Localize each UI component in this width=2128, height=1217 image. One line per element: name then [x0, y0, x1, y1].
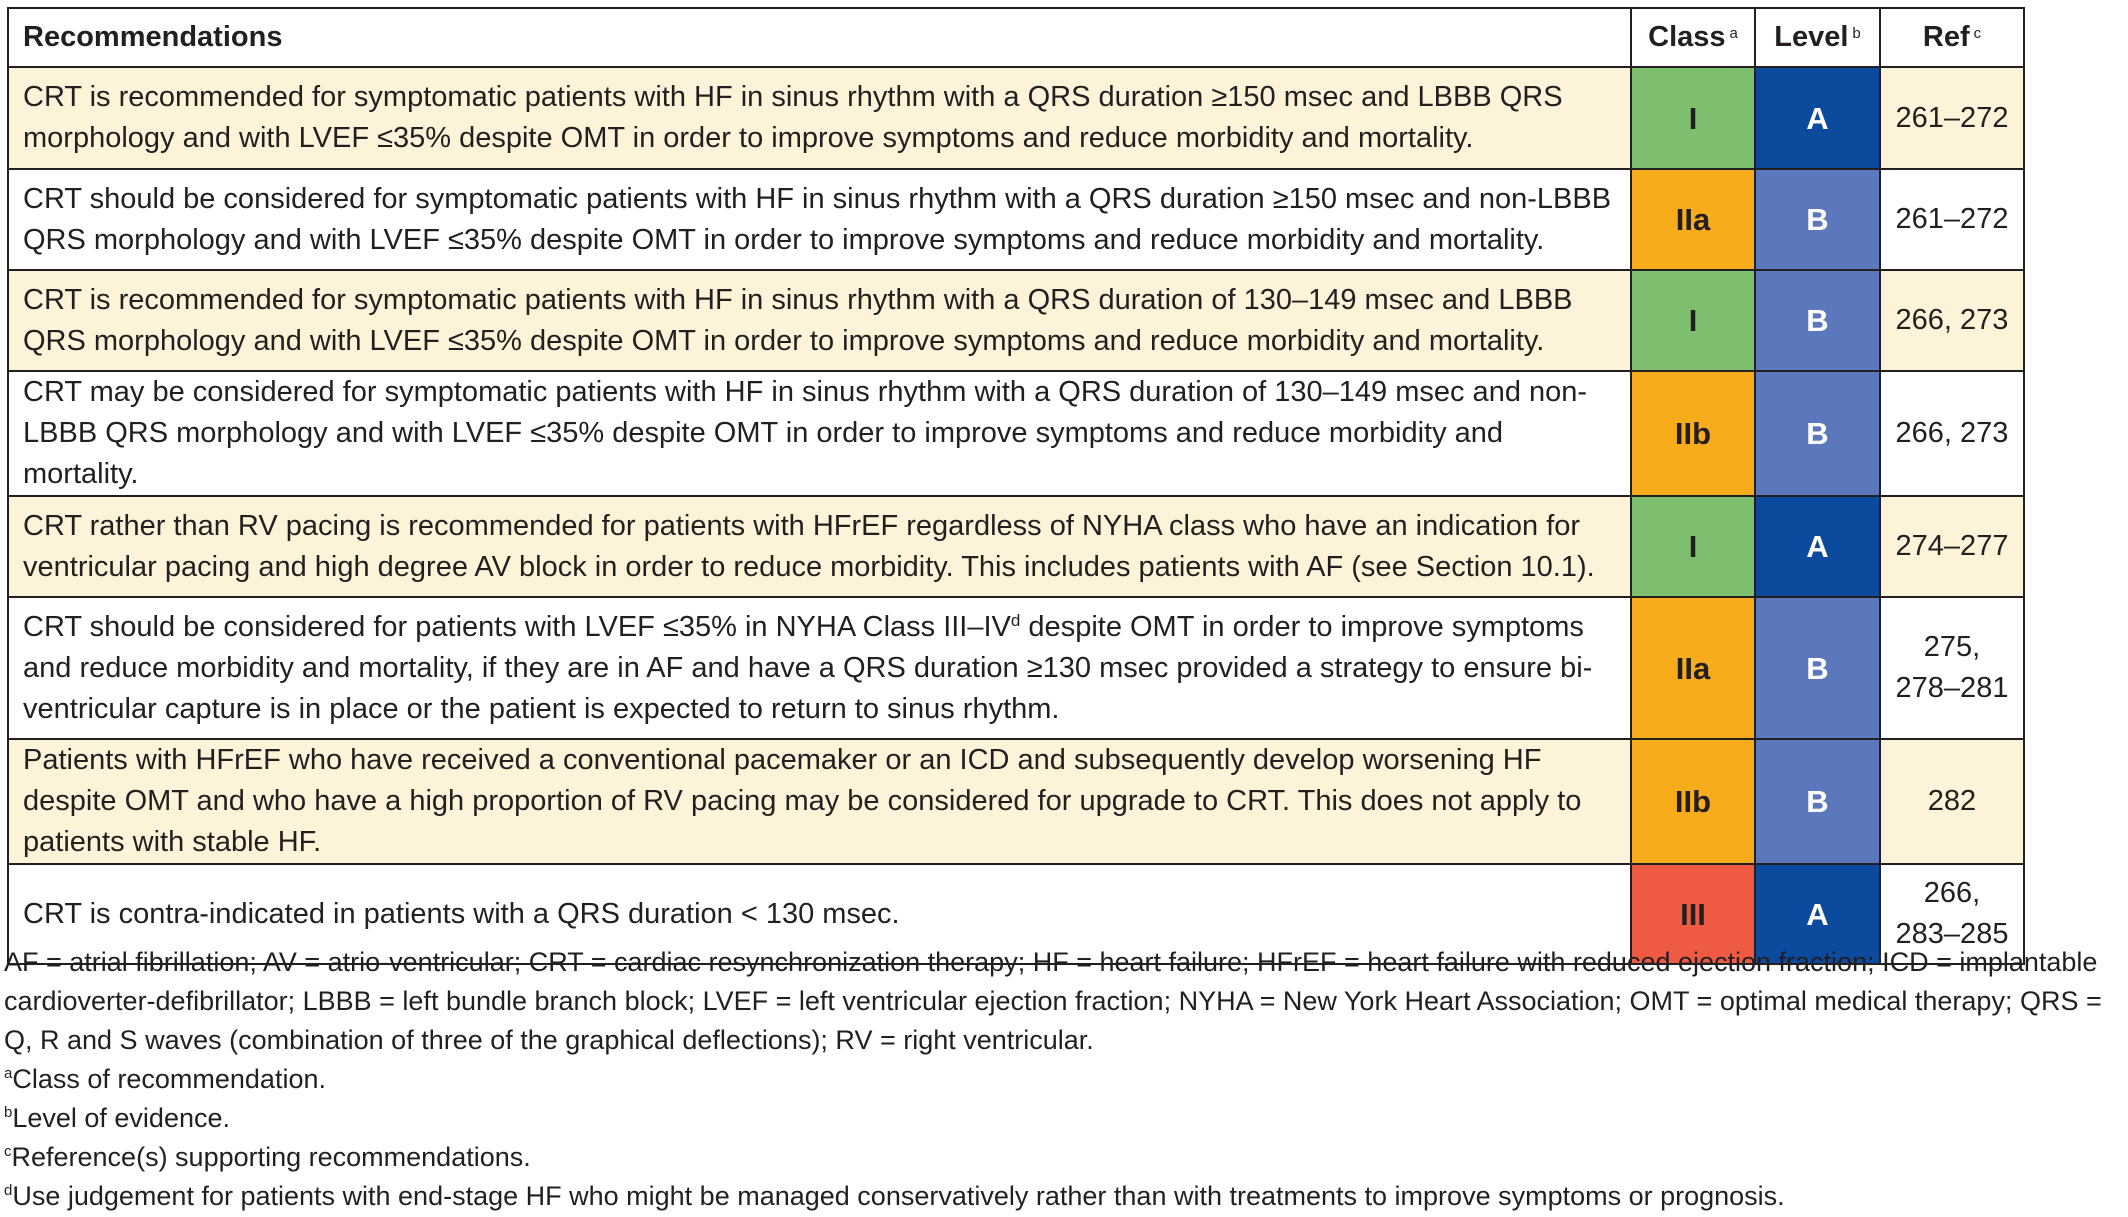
- table-footnotes: AF = atrial fibrillation; AV = atrio-ven…: [4, 943, 2122, 1216]
- header-recommendations: Recommendations: [7, 7, 1632, 68]
- header-ref: Ref c: [1879, 7, 2025, 68]
- footnote-mark: d: [4, 1182, 13, 1199]
- table-row: CRT is recommended for symptomatic patie…: [7, 66, 2025, 170]
- footnote-mark: a: [1729, 25, 1738, 42]
- class-badge: III: [1630, 863, 1756, 965]
- reference-cell: 261–272: [1879, 66, 2025, 170]
- reference-cell: 282: [1879, 738, 2025, 865]
- class-badge: IIb: [1630, 738, 1756, 865]
- level-badge: B: [1754, 269, 1881, 372]
- level-badge: A: [1754, 495, 1881, 598]
- footnote-mark: b: [4, 1104, 13, 1121]
- level-badge: A: [1754, 66, 1881, 170]
- recommendation-text: CRT should be considered for symptomatic…: [7, 168, 1632, 271]
- reference-cell: 274–277: [1879, 495, 2025, 598]
- level-badge: B: [1754, 596, 1881, 740]
- level-badge: B: [1754, 168, 1881, 271]
- table-row: CRT should be considered for patients wi…: [7, 596, 2025, 740]
- recommendation-text: CRT may be considered for symptomatic pa…: [7, 370, 1632, 497]
- reference-cell: 261–272: [1879, 168, 2025, 271]
- class-badge: IIb: [1630, 370, 1756, 497]
- footnote-mark: c: [4, 1143, 12, 1160]
- footnote-mark: d: [1010, 610, 1021, 630]
- recommendation-text: CRT is recommended for symptomatic patie…: [7, 269, 1632, 372]
- level-badge: B: [1754, 738, 1881, 865]
- reference-cell: 266, 273: [1879, 370, 2025, 497]
- footnote: dUse judgement for patients with end-sta…: [4, 1181, 1785, 1211]
- footnote-mark: c: [1973, 25, 1982, 42]
- footnote-mark: a: [4, 1065, 13, 1082]
- recommendation-text: CRT is recommended for symptomatic patie…: [7, 66, 1632, 170]
- footnote: aClass of recommendation.: [4, 1064, 326, 1094]
- table-row: CRT may be considered for symptomatic pa…: [7, 370, 2025, 497]
- class-badge: I: [1630, 269, 1756, 372]
- header-level: Level b: [1754, 7, 1881, 68]
- reference-cell: 266, 273: [1879, 269, 2025, 372]
- recommendation-text: Patients with HFrEF who have received a …: [7, 738, 1632, 865]
- class-badge: IIa: [1630, 596, 1756, 740]
- table-row: CRT is recommended for symptomatic patie…: [7, 269, 2025, 372]
- recommendations-table: Recommendations Class a Level b Ref c CRT i…: [7, 7, 2025, 965]
- class-badge: IIa: [1630, 168, 1756, 271]
- level-badge: A: [1754, 863, 1881, 965]
- table-row: CRT rather than RV pacing is recommended…: [7, 495, 2025, 598]
- level-badge: B: [1754, 370, 1881, 497]
- table-row: CRT is contra-indicated in patients with…: [7, 863, 2025, 965]
- footnote: bLevel of evidence.: [4, 1103, 230, 1133]
- footnote-mark: b: [1852, 25, 1861, 42]
- table-header-row: Recommendations Class a Level b Ref c: [7, 7, 2025, 68]
- header-class: Class a: [1630, 7, 1756, 68]
- recommendation-text: CRT should be considered for patients wi…: [7, 596, 1632, 740]
- reference-cell: 275, 278–281: [1879, 596, 2025, 740]
- abbreviations-note: AF = atrial fibrillation; AV = atrio-ven…: [4, 947, 2102, 1055]
- class-badge: I: [1630, 495, 1756, 598]
- table-row: Patients with HFrEF who have received a …: [7, 738, 2025, 865]
- table-row: CRT should be considered for symptomatic…: [7, 168, 2025, 271]
- recommendation-text: CRT rather than RV pacing is recommended…: [7, 495, 1632, 598]
- reference-cell: 266, 283–285: [1879, 863, 2025, 965]
- recommendation-text: CRT is contra-indicated in patients with…: [7, 863, 1632, 965]
- footnote: cReference(s) supporting recommendations…: [4, 1142, 531, 1172]
- class-badge: I: [1630, 66, 1756, 170]
